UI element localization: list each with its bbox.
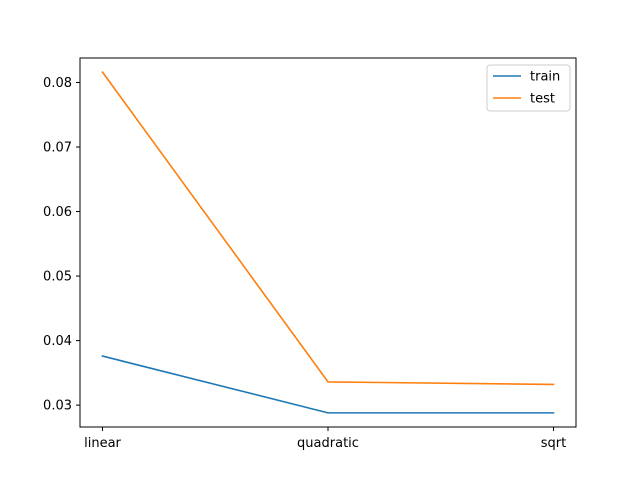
legend: train test (486, 64, 571, 112)
y-tick-label: 0.03 (43, 399, 72, 414)
y-tick-label: 0.07 (43, 140, 72, 155)
x-tick-label: sqrt (541, 436, 566, 451)
y-tick-label: 0.05 (43, 270, 72, 285)
y-axis: 0.03 0.04 0.05 0.06 0.07 0.08 (43, 76, 80, 414)
series-line-train (101, 355, 555, 414)
series-layer (101, 71, 555, 414)
legend-label-test: test (530, 92, 555, 107)
x-tick-label: linear (84, 436, 121, 451)
x-tick-label: quadratic (297, 436, 359, 451)
y-tick-label: 0.08 (43, 76, 72, 91)
x-axis: linear quadratic sqrt (84, 427, 566, 451)
y-tick-label: 0.06 (43, 205, 72, 220)
series-line-test (101, 71, 555, 386)
legend-label-train: train (530, 70, 560, 85)
y-tick-label: 0.04 (43, 334, 72, 349)
